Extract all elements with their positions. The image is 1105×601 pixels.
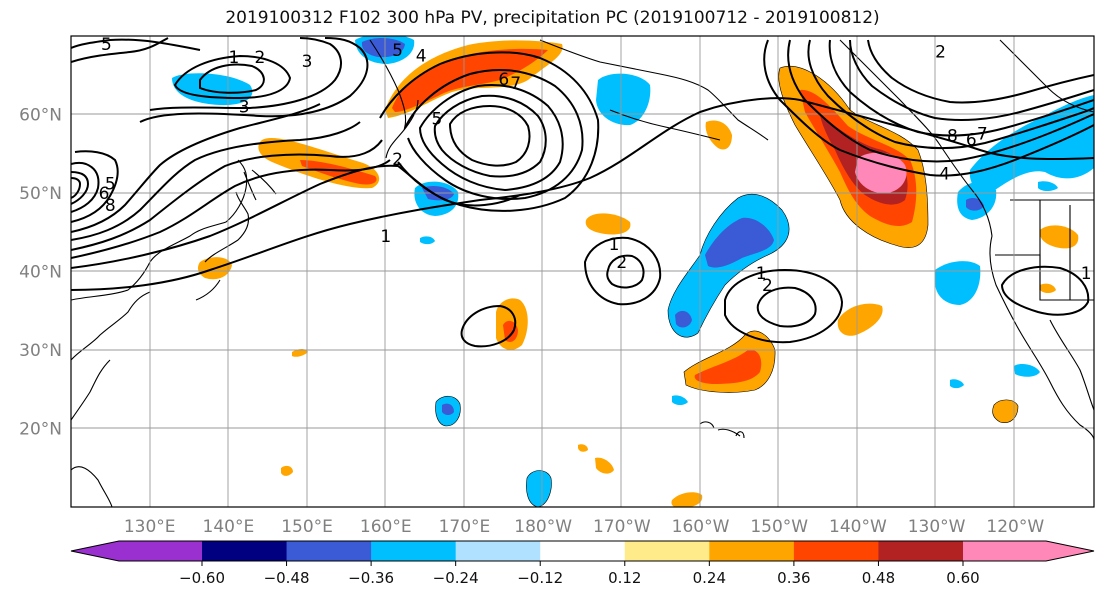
colorbar: −0.60 −0.48 −0.36 −0.24 −0.12 0.12 0.24 0.36 0.4… — [70, 540, 1095, 587]
contour-label: 8 — [947, 127, 958, 147]
lon-tick-label: 140°W — [829, 517, 887, 537]
negative-precip-areas — [172, 36, 1094, 507]
lon-tick-label: 130°E — [124, 517, 176, 537]
lon-tick-label: 160°W — [672, 517, 730, 537]
colorbar-segment — [709, 541, 795, 561]
colorbar-tick-label: 0.60 — [946, 569, 979, 587]
colorbar-tick-label: 0.12 — [608, 569, 641, 587]
lon-tick-label: 170°E — [439, 517, 491, 537]
contour-label: 7 — [977, 124, 988, 144]
contour-label: 1 — [1081, 264, 1092, 284]
colorbar-segment — [793, 541, 879, 561]
contour-label: 2 — [762, 276, 773, 296]
lat-tick-label: 20°N — [19, 420, 62, 440]
contour-label: 2 — [254, 48, 265, 68]
map-title: 2019100312 F102 300 hPa PV, precipitatio… — [225, 8, 880, 28]
lon-tick-label: 150°W — [750, 517, 808, 537]
lat-tick-label: 30°N — [19, 341, 62, 361]
colorbar-segment — [371, 541, 457, 561]
lon-tick-label: 150°E — [281, 517, 333, 537]
contour-label: 4 — [416, 47, 427, 67]
colorbar-tick-label: 0.24 — [693, 569, 726, 587]
pv-contours — [71, 37, 1094, 348]
colorbar-tick-label: −0.12 — [517, 569, 563, 587]
contour-label: 6 — [966, 131, 977, 151]
contour-label: 6 — [498, 70, 509, 90]
colorbar-outline — [70, 540, 1095, 562]
lon-tick-label: 130°W — [908, 517, 966, 537]
colorbar-tick-label: −0.48 — [264, 569, 310, 587]
colorbar-segment — [455, 541, 541, 561]
map-frame — [70, 35, 1095, 508]
colorbar-extend-low — [71, 541, 202, 561]
lon-tick-label: 180°W — [514, 517, 572, 537]
lat-tick-label: 40°N — [19, 263, 62, 283]
contour-label: 6 — [99, 184, 110, 204]
colorbar-tick-label: −0.60 — [179, 569, 225, 587]
colorbar-extend-high — [963, 541, 1094, 561]
contour-label: 4 — [939, 164, 950, 184]
lon-tick-label: 160°E — [360, 517, 412, 537]
contour-label: 2 — [392, 150, 403, 170]
latitude-labels: 20°N 30°N 40°N 50°N 60°N — [19, 106, 62, 440]
colorbar-tick-label: 0.36 — [777, 569, 810, 587]
colorbar-segment — [878, 541, 964, 561]
contour-label: 8 — [105, 196, 116, 216]
lat-tick-label: 60°N — [19, 106, 62, 126]
colorbar-tick-label: −0.36 — [348, 569, 394, 587]
contour-label: 5 — [392, 41, 403, 61]
contour-label: 1 — [756, 264, 767, 284]
contour-label: 1 — [380, 227, 391, 247]
contour-label: 1 — [228, 48, 239, 68]
contour-label: 3 — [239, 98, 250, 118]
colorbar-segment — [286, 541, 372, 561]
contour-label: 7 — [510, 74, 521, 94]
colorbar-tick-label: −0.24 — [433, 569, 479, 587]
contour-label: 2 — [935, 43, 946, 63]
longitude-labels: 130°E 140°E 150°E 160°E 170°E 180°W 170°W 160°W… — [124, 517, 1045, 537]
lon-tick-label: 140°E — [203, 517, 255, 537]
contour-label: 5 — [432, 109, 443, 129]
contour-label: 5 — [105, 175, 116, 195]
contour-label: 3 — [302, 52, 313, 72]
contour-label: 5 — [101, 35, 112, 55]
colorbar-segment — [540, 541, 626, 561]
lon-tick-label: 120°W — [986, 517, 1044, 537]
contour-label: 1 — [609, 235, 620, 255]
lat-tick-label: 50°N — [19, 184, 62, 204]
colorbar-segment — [202, 541, 288, 561]
colorbar-segment — [624, 541, 710, 561]
colorbar-tick-label: 0.48 — [862, 569, 895, 587]
lon-tick-label: 170°W — [593, 517, 651, 537]
contour-label: 2 — [616, 253, 627, 273]
